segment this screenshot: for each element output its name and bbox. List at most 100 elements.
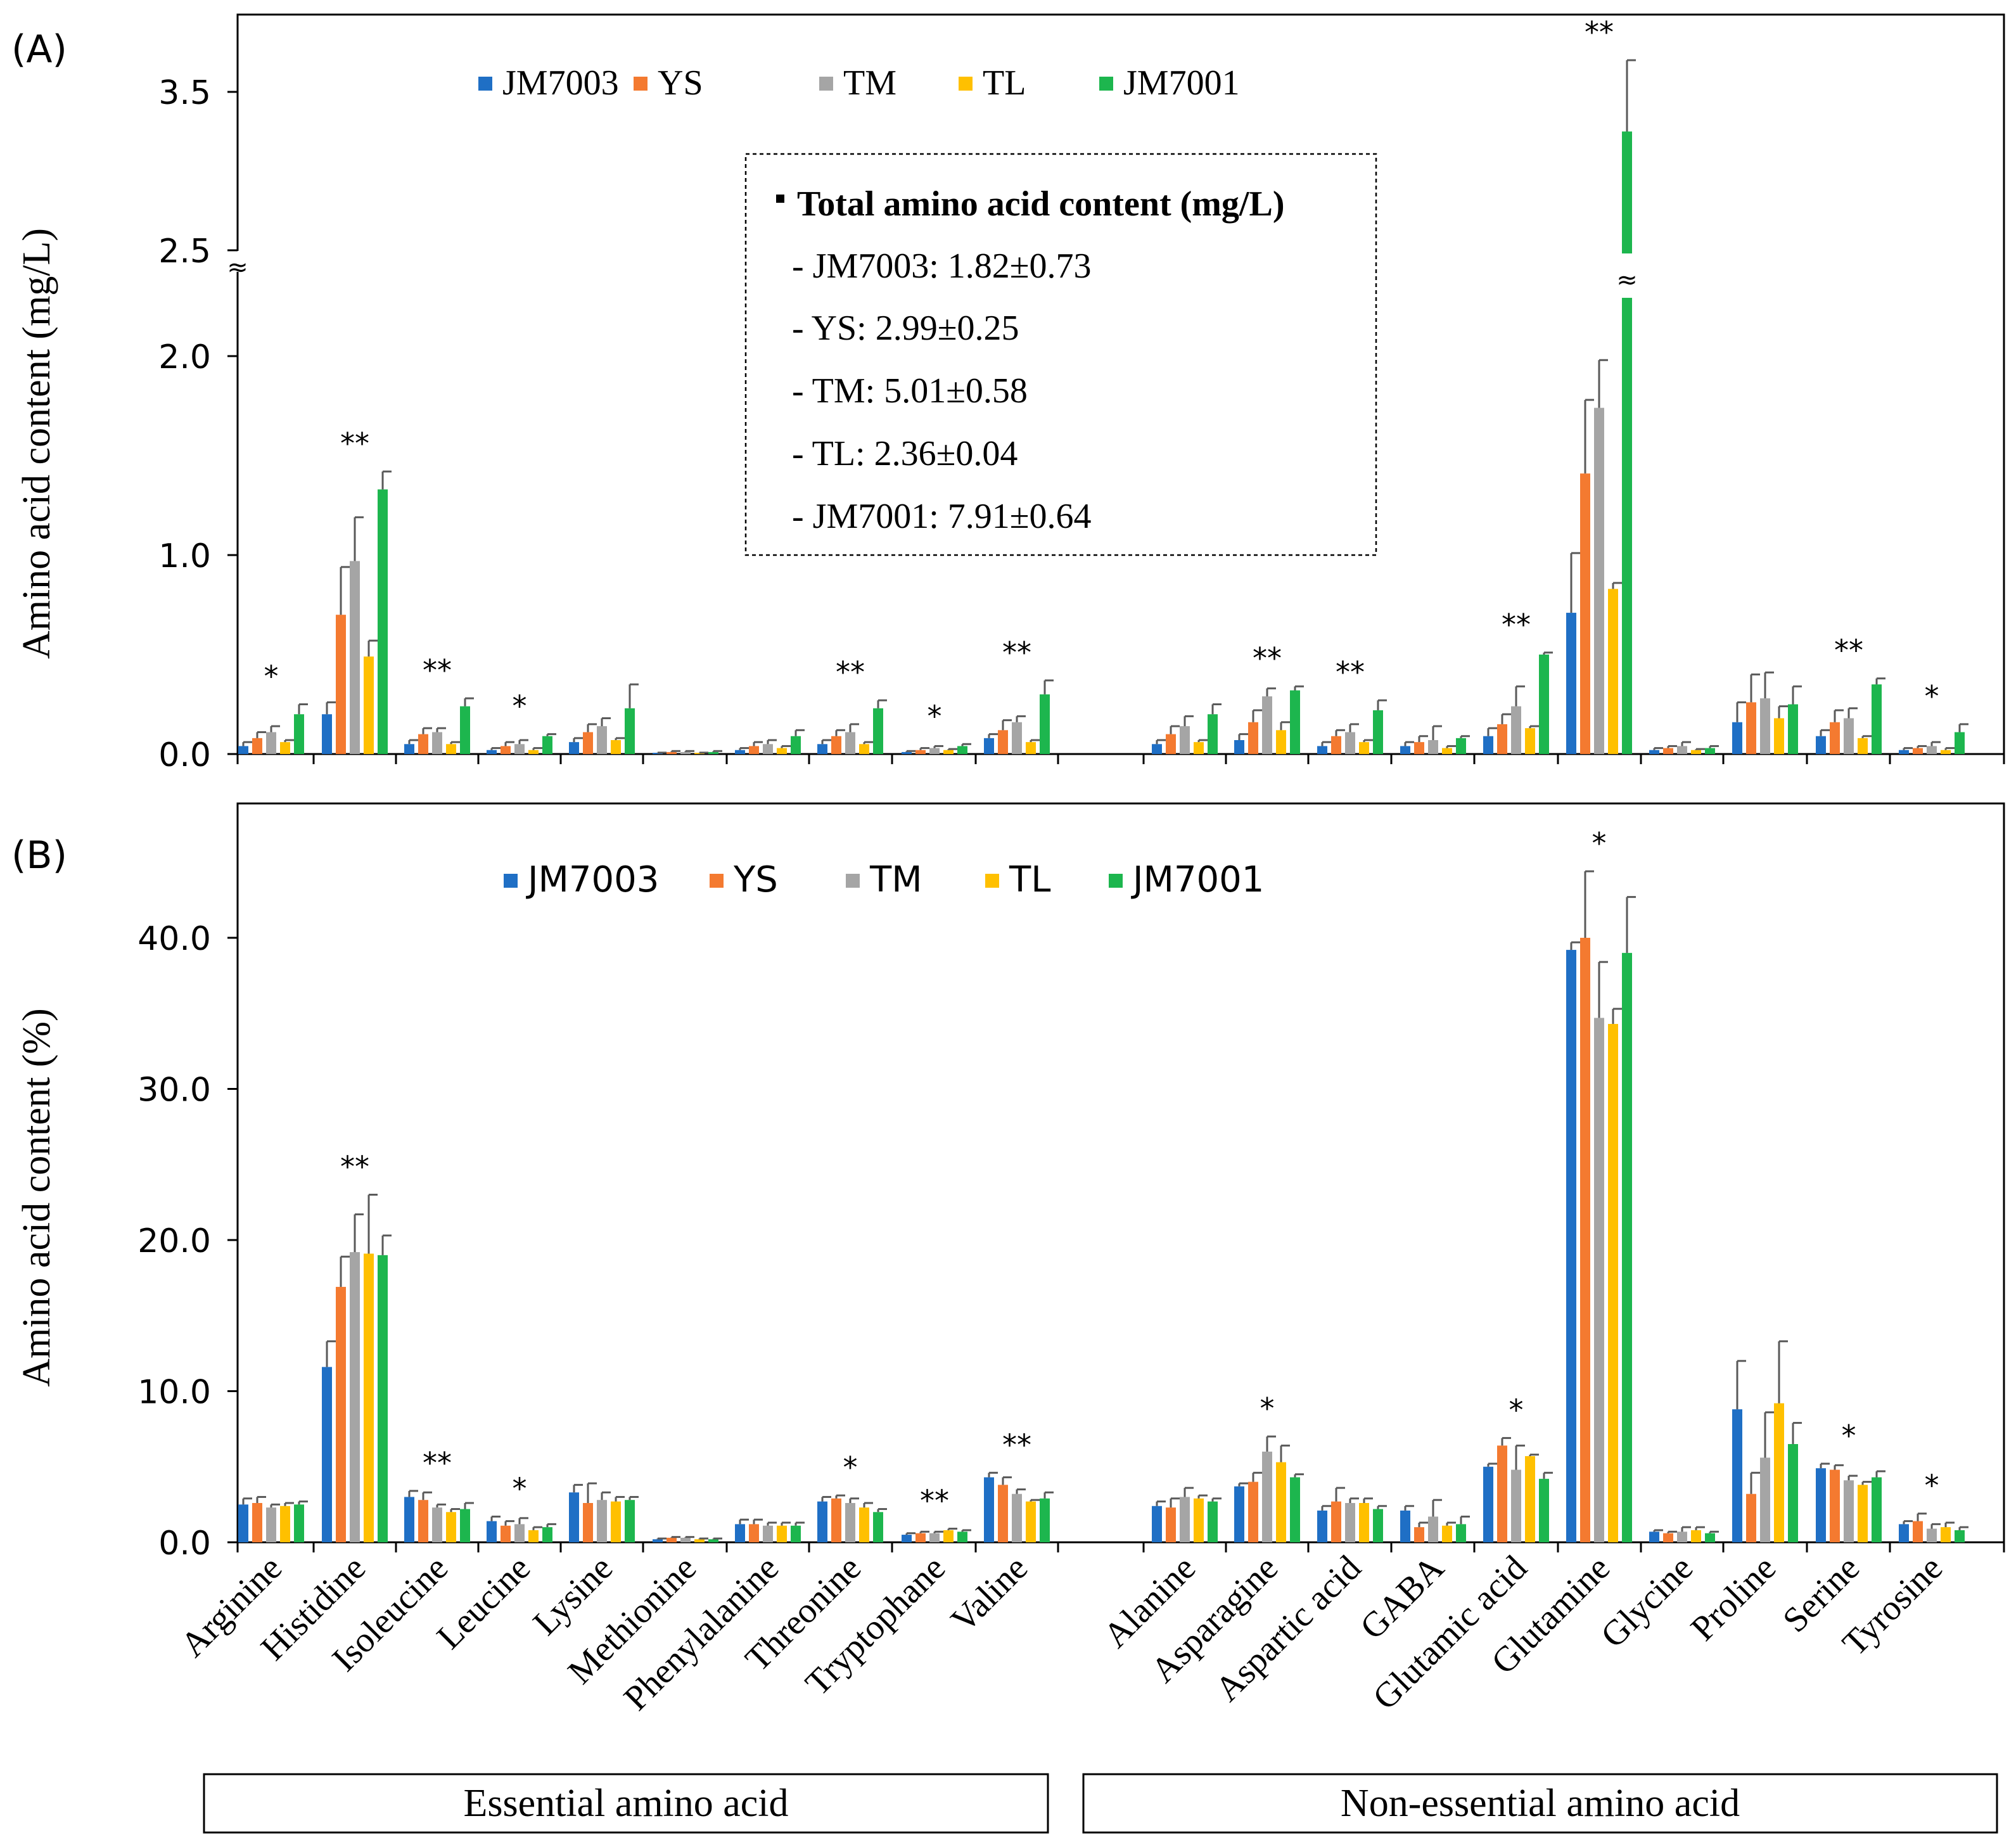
panel-b-significance-threonine: * bbox=[843, 1450, 858, 1485]
panel-b-legend: JM7003 YS TM TL JM7001 bbox=[504, 859, 1264, 900]
panel-a-bar-tl-serine bbox=[1858, 738, 1868, 754]
panel-a-bar-ys-serine bbox=[1830, 722, 1840, 754]
panel-b-bar-ys-asparagine bbox=[1248, 1481, 1258, 1542]
panel-a-legend-label-tm: TM bbox=[843, 63, 896, 103]
panel-a-bar-jm7001-lysine bbox=[625, 708, 635, 754]
panel-b-bar-jm7001-lysine bbox=[625, 1500, 635, 1542]
panel-a-bar-tl-phenylalanine bbox=[777, 748, 787, 754]
panel-b-y-tick-label: 10.0 bbox=[137, 1374, 211, 1412]
panel-a-bar-tl-gaba bbox=[1442, 748, 1452, 754]
x-axis-category-labels: ArginineHistidineIsoleucineLeucineLysine… bbox=[173, 1548, 1950, 1718]
inset-title: Total amino acid content (mg/L) bbox=[797, 184, 1284, 224]
panel-b-bar-ys-threonine bbox=[831, 1498, 841, 1542]
panel-b-y-tick-label: 20.0 bbox=[137, 1222, 211, 1260]
panel-b-bar-tl-asparagine bbox=[1276, 1462, 1286, 1542]
panel-a-bar-ys-asparagine bbox=[1248, 722, 1258, 754]
panel-a-significance-asparagine: ** bbox=[1253, 641, 1282, 675]
non-essential-group-label: Non-essential amino acid bbox=[1341, 1782, 1740, 1825]
panel-b-bar-tl-aspartic-acid bbox=[1359, 1502, 1369, 1542]
panel-a-bar-tm-valine bbox=[1012, 722, 1022, 754]
panel-a-bar-ys-glutamine bbox=[1580, 473, 1590, 754]
panel-a-bar-jm7001-gaba bbox=[1456, 738, 1466, 754]
panel-a-significance-histidine: ** bbox=[340, 426, 369, 461]
panel-a-significance-serine: ** bbox=[1834, 634, 1863, 668]
panel-b-bar-tm-glycine bbox=[1677, 1532, 1687, 1542]
panel-b-significance-serine: * bbox=[1842, 1419, 1856, 1453]
panel-b-bar-tm-phenylalanine bbox=[763, 1525, 773, 1542]
panel-b-bar-ys-valine bbox=[998, 1485, 1008, 1542]
panel-a-bar-jm7001-phenylalanine bbox=[791, 736, 801, 754]
panel-b-bar-jm7003-proline bbox=[1732, 1409, 1742, 1542]
panel-a-bar-jm7001-glycine bbox=[1705, 748, 1715, 754]
panel-a-bar-ys-threonine bbox=[831, 736, 841, 754]
inset-item-tm: - TM: 5.01±0.58 bbox=[792, 371, 1028, 411]
panel-b-bar-tm-isoleucine bbox=[432, 1507, 442, 1542]
panel-b-bar-ys-gaba bbox=[1414, 1527, 1424, 1542]
panel-a-bar-tl-glycine bbox=[1691, 750, 1701, 754]
panel-a-bar-ys-glutamic-acid bbox=[1497, 724, 1507, 754]
panel-a-legend-swatch-jm7003 bbox=[478, 77, 492, 91]
panel-b-bar-tl-tryptophane bbox=[943, 1530, 954, 1542]
panel-b-bar-tm-alanine bbox=[1180, 1497, 1190, 1542]
panel-b-bar-ys-leucine bbox=[501, 1525, 511, 1542]
panel-a-bar-jm7003-histidine bbox=[322, 714, 332, 754]
panel-a-y-tick-label: 1.0 bbox=[158, 537, 211, 575]
panel-a-bar-tl-isoleucine bbox=[446, 744, 456, 754]
panel-b-significance-histidine: ** bbox=[340, 1149, 369, 1184]
panel-b-significance-tyrosine: * bbox=[1925, 1469, 1939, 1503]
panel-a-bar-jm7001-valine bbox=[1040, 694, 1050, 754]
panel-b-legend-swatch-jm7003 bbox=[504, 874, 518, 888]
panel-b-bar-ys-proline bbox=[1746, 1493, 1756, 1542]
panel-b-significance-tryptophane: ** bbox=[920, 1484, 949, 1518]
panel-a-bar-tm-tyrosine bbox=[1927, 746, 1937, 754]
panel-a-significance-leucine: * bbox=[513, 689, 527, 724]
panel-b-bar-tl-lysine bbox=[611, 1501, 621, 1542]
panel-b-legend-label-tm: TM bbox=[869, 859, 922, 900]
panel-a-bar-jm7001-proline bbox=[1788, 704, 1798, 754]
panel-a-bar-ys-tyrosine bbox=[1913, 748, 1923, 754]
panel-b-bar-jm7003-methionine bbox=[653, 1539, 663, 1542]
panel-a-bar-jm7001-asparagine bbox=[1290, 690, 1300, 754]
panel-b-bar-ys-tyrosine bbox=[1913, 1521, 1923, 1542]
panel-a-significance-isoleucine: ** bbox=[423, 653, 452, 688]
panel-a-bar-jm7003-tryptophane bbox=[902, 752, 912, 754]
panel-b-bar-tm-histidine bbox=[350, 1252, 360, 1542]
panel-a-legend: JM7003 YS TM TL JM7001 bbox=[478, 63, 1240, 103]
panel-b-bar-ys-arginine bbox=[252, 1502, 262, 1542]
panel-b-bar-tm-glutamine bbox=[1594, 1018, 1604, 1542]
panel-b-bar-jm7001-valine bbox=[1040, 1498, 1050, 1542]
panel-b-legend-label-jm7003: JM7003 bbox=[526, 859, 659, 900]
panel-a-bar-tm-methionine bbox=[680, 752, 691, 754]
panel-b-legend-swatch-tm bbox=[846, 874, 860, 888]
panel-a-legend-swatch-tl bbox=[959, 77, 973, 91]
panel-a-legend-swatch-tm bbox=[819, 77, 833, 91]
panel-a-bar-tl-aspartic-acid bbox=[1359, 742, 1369, 754]
panel-a-bars: *********** ** *********≈ bbox=[238, 15, 1968, 754]
panel-b-bar-tl-threonine bbox=[859, 1507, 869, 1542]
panel-a-bar-jm7003-isoleucine bbox=[404, 744, 414, 754]
panel-b-bar-ys-serine bbox=[1830, 1469, 1840, 1542]
panel-b-bar-jm7001-glycine bbox=[1705, 1533, 1715, 1542]
panel-b-bar-ys-glycine bbox=[1663, 1533, 1673, 1542]
panel-a-bar-ys-phenylalanine bbox=[749, 746, 759, 754]
panel-b-bar-tm-tyrosine bbox=[1927, 1528, 1937, 1542]
panel-b-bar-jm7003-valine bbox=[984, 1477, 994, 1542]
panel-b-significance-leucine: * bbox=[513, 1471, 527, 1506]
panel-a-legend-label-tl: TL bbox=[983, 63, 1026, 103]
panel-b-bar-tm-serine bbox=[1844, 1480, 1854, 1542]
panel-b-significance-glutamic-acid: * bbox=[1509, 1393, 1524, 1427]
panel-b-legend-label-ys: YS bbox=[733, 859, 778, 900]
panel-a-y-axis-title: Amino acid content (mg/L) bbox=[15, 228, 58, 659]
panel-a-bar-jm7003-asparagine bbox=[1234, 740, 1244, 754]
panel-a-bar-tm-lysine bbox=[597, 726, 607, 754]
panel-b-bar-tl-gaba bbox=[1442, 1525, 1452, 1542]
panel-a-bar-tl-threonine bbox=[859, 744, 869, 754]
panel-a-bar-tl-tryptophane bbox=[943, 750, 954, 754]
panel-a-bar-tm-serine bbox=[1844, 718, 1854, 754]
glutamine-bar-break-icon: ≈ bbox=[1616, 265, 1638, 295]
panel-b-bar-tl-glutamine bbox=[1608, 1023, 1618, 1542]
panel-b-bar-jm7001-serine bbox=[1872, 1477, 1882, 1542]
panel-b-bar-jm7001-asparagine bbox=[1290, 1477, 1300, 1542]
panel-a-bar-jm7003-arginine bbox=[238, 746, 248, 754]
